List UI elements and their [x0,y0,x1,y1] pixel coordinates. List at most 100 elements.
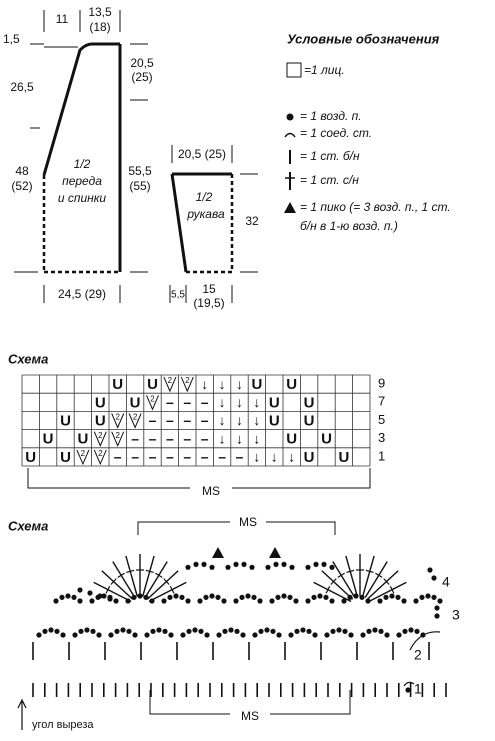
stitch-symbol: ↓ [219,412,226,428]
stitch-symbol: – [236,449,244,465]
chain-dot [437,598,443,604]
dim-label: 11 [56,12,69,26]
stitch-symbol: – [114,449,122,465]
fan-stitch [362,555,375,597]
piece-label: 1/2 [74,157,91,171]
chain-dot [360,632,366,638]
fan-stitch [163,578,170,585]
chain-dot [419,594,425,600]
chain-dot [42,628,48,634]
stitch-symbol: U [286,376,297,393]
fan-stitch [155,572,163,578]
chain-dot [372,627,378,633]
chain-dot [156,627,162,633]
chain-dot [108,632,114,638]
stitch-symbol: U [77,431,88,448]
repeat-label: MS [239,515,257,529]
chain-dot [54,628,60,634]
stitch-symbol: 2 [98,431,103,440]
chain-dot [431,575,437,581]
chain-dot [168,632,174,638]
stitch-symbol [76,449,90,466]
fan-stitch [383,578,390,585]
dim-label: 13,5 [88,5,112,19]
chain-dot [330,628,336,634]
stitch-symbol [111,431,125,447]
stitch-symbol: 2 [150,394,155,403]
stitch-symbol [180,376,194,393]
chain-dot [221,598,227,604]
row-number: 3 [378,430,385,445]
chain-dot [203,594,209,600]
dim-label: (25) [131,70,152,84]
chain-dot [185,598,191,604]
legend-text: = 1 ст. б/н [300,149,360,163]
chain-dot [414,628,420,634]
start-arrow [17,698,27,730]
chain-dot [389,593,395,599]
fan-stitch [112,561,136,598]
piece-label: 1/2 [196,190,213,204]
stitch-symbol: U [95,412,106,429]
chain-dot [84,627,90,633]
fan-stitch [332,561,356,598]
chain-dot [233,561,239,567]
stitch-symbol: ↓ [219,376,226,392]
chain-dot [245,593,251,599]
dim-label: (18) [89,20,110,34]
fan-stitch [126,569,135,574]
chart-1: Схема MS 9U U 2 2 ↓ ↓ ↓ U U7U U 2– – – ↓ ↓ ↓ U U5U U 2 2– – – –… [8,351,385,498]
stitch-symbol [146,395,159,411]
chain-dot [216,632,222,638]
chain-dot [329,598,335,604]
stitch-symbol: 2 [185,376,190,385]
stitch-symbol: 2 [81,449,86,458]
chain-dot [96,632,102,638]
piece-label: и спинки [58,191,107,205]
fan-stitch [105,585,111,594]
chain-dot [323,594,329,600]
dim-label: 20,5 [130,56,154,70]
chain-dot [287,594,293,600]
chain-dot [275,594,281,600]
row-number: 3 [452,607,460,623]
chain-dot [132,632,138,638]
fan-stitch [364,561,388,598]
stitch-symbol: 2 [133,413,138,422]
chain-dot [257,598,263,604]
stitch-symbol: – [166,449,174,465]
chain-dot [192,627,198,633]
chain-dot [161,598,167,604]
stitch-symbol: U [95,394,106,411]
stitch-symbol: ↓ [271,449,278,465]
picot [269,547,281,558]
stitch-symbol: ↓ [236,376,243,392]
chain-dot [185,564,191,570]
fan-stitch [375,572,383,578]
chain-dot [264,627,270,633]
chain-dot [425,593,431,599]
fan-stitch [146,570,179,600]
picot [212,547,224,558]
fan-stitch [145,569,154,574]
chain-dot [434,613,440,619]
stitch-symbol: U [304,412,315,429]
chain-dot [144,632,150,638]
row-number: 1 [414,681,422,697]
chain-dot [78,628,84,634]
chain-dot [89,598,95,604]
chain-dot [179,594,185,600]
chain-dot [289,564,295,570]
legend-symbol [286,113,294,121]
stitch-symbol: – [183,394,191,410]
chain-dot [273,561,279,567]
stitch-symbol: – [131,449,139,465]
dim-label: 15 [202,282,216,296]
fan-stitch [368,581,407,603]
stitch-symbol: U [251,376,262,393]
stitch-symbol [93,431,107,447]
chain-dot [87,590,93,596]
chain-dot [209,564,215,570]
fan-stitch [313,581,352,603]
